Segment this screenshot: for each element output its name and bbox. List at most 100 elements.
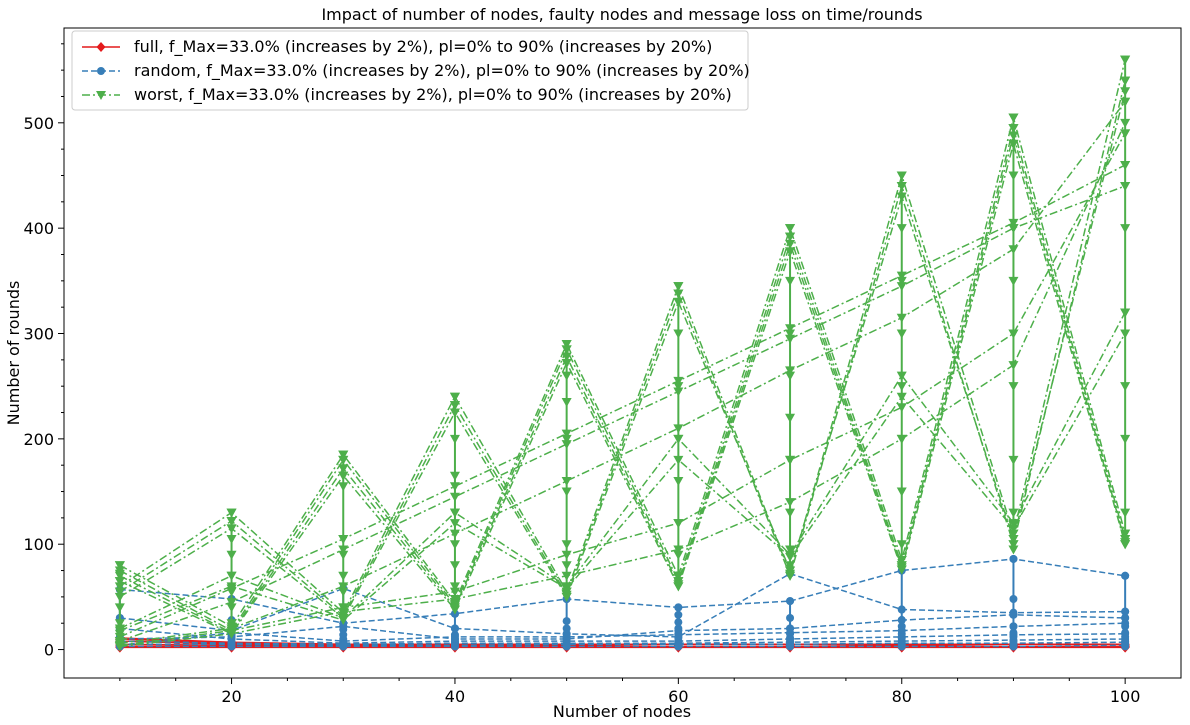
- data-point: [1120, 76, 1131, 86]
- data-point: [114, 626, 125, 636]
- data-point: [1009, 622, 1018, 631]
- data-point: [1008, 540, 1019, 550]
- legend-label: worst, f_Max=33.0% (increases by 2%), pl…: [134, 85, 732, 105]
- data-point: [785, 371, 796, 381]
- data-point: [673, 282, 684, 292]
- data-point: [1121, 641, 1130, 650]
- data-point: [226, 524, 237, 534]
- data-point: [896, 540, 907, 550]
- series-line: [119, 614, 1126, 640]
- series-line: [119, 101, 1126, 644]
- data-point: [785, 545, 796, 555]
- data-point: [449, 482, 460, 492]
- data-point: [1009, 610, 1018, 619]
- y-tick-label: 0: [44, 641, 54, 660]
- data-point: [449, 605, 460, 615]
- data-point: [786, 642, 795, 651]
- data-point: [338, 545, 349, 555]
- data-point: [673, 519, 684, 529]
- legend-item-0: full, f_Max=33.0% (increases by 2%), pl=…: [82, 37, 712, 57]
- data-point: [1008, 382, 1019, 392]
- data-point: [226, 550, 237, 560]
- data-point: [785, 366, 796, 376]
- data-point: [561, 561, 572, 571]
- data-point: [114, 571, 125, 581]
- data-point: [896, 224, 907, 234]
- legend-marker: [96, 91, 106, 100]
- data-point: [1008, 534, 1019, 544]
- data-point: [1008, 508, 1019, 518]
- data-point: [896, 434, 907, 444]
- data-point: [338, 534, 349, 544]
- data-point: [1008, 218, 1019, 228]
- data-point: [561, 345, 572, 355]
- y-tick-label: 500: [23, 114, 54, 133]
- data-point: [561, 550, 572, 560]
- data-point: [561, 359, 572, 369]
- data-point: [449, 582, 460, 592]
- series-line: [119, 185, 1126, 642]
- data-point: [450, 624, 459, 633]
- data-point: [338, 471, 349, 481]
- data-point: [1009, 554, 1018, 563]
- x-tick-label: 20: [221, 687, 241, 706]
- data-point: [338, 616, 349, 626]
- data-point: [339, 622, 348, 631]
- data-point: [561, 352, 572, 362]
- data-point: [1120, 97, 1131, 107]
- data-point: [1008, 545, 1019, 555]
- data-point: [673, 571, 684, 581]
- data-point: [449, 492, 460, 502]
- data-point: [1121, 607, 1130, 616]
- data-point: [673, 387, 684, 397]
- series-line: [119, 114, 1126, 628]
- y-tick-label: 100: [23, 535, 54, 554]
- data-point: [449, 540, 460, 550]
- series-line: [119, 59, 1126, 614]
- data-point: [785, 224, 796, 234]
- plot-area: [114, 55, 1131, 653]
- data-point: [114, 561, 125, 571]
- data-point: [897, 642, 906, 651]
- data-point: [786, 613, 795, 622]
- data-point: [1120, 434, 1131, 444]
- data-point: [785, 552, 796, 562]
- data-point: [785, 498, 796, 508]
- data-point: [673, 289, 684, 299]
- data-point: [673, 297, 684, 307]
- data-point: [896, 282, 907, 292]
- data-point: [896, 371, 907, 381]
- data-point: [897, 605, 906, 614]
- data-point: [786, 597, 795, 606]
- data-point: [674, 610, 683, 619]
- data-point: [1008, 276, 1019, 286]
- data-point: [1120, 540, 1131, 550]
- data-point: [450, 642, 459, 651]
- series-line: [119, 622, 1126, 647]
- legend-item-1: random, f_Max=33.0% (increases by 2%), p…: [82, 61, 750, 81]
- data-point: [561, 584, 572, 594]
- data-point: [338, 571, 349, 581]
- data-point: [114, 582, 125, 592]
- data-point: [896, 313, 907, 323]
- data-point: [338, 450, 349, 460]
- x-tick-label: 100: [1110, 687, 1141, 706]
- series-line: [119, 132, 1126, 647]
- data-point: [561, 434, 572, 444]
- data-point: [338, 482, 349, 492]
- data-point: [673, 424, 684, 434]
- x-axis: 20 40 60 80 100: [119, 678, 1141, 706]
- x-axis-label: Number of nodes: [553, 702, 691, 721]
- series-line: [119, 132, 1126, 634]
- data-point: [673, 550, 684, 560]
- data-point: [1120, 224, 1131, 234]
- series-line: [119, 164, 1126, 638]
- data-point: [673, 329, 684, 339]
- data-point: [896, 182, 907, 192]
- x-tick-label: 60: [668, 687, 688, 706]
- data-point: [896, 392, 907, 402]
- series-line: [119, 644, 1126, 648]
- legend-marker: [97, 67, 105, 75]
- data-point: [449, 401, 460, 411]
